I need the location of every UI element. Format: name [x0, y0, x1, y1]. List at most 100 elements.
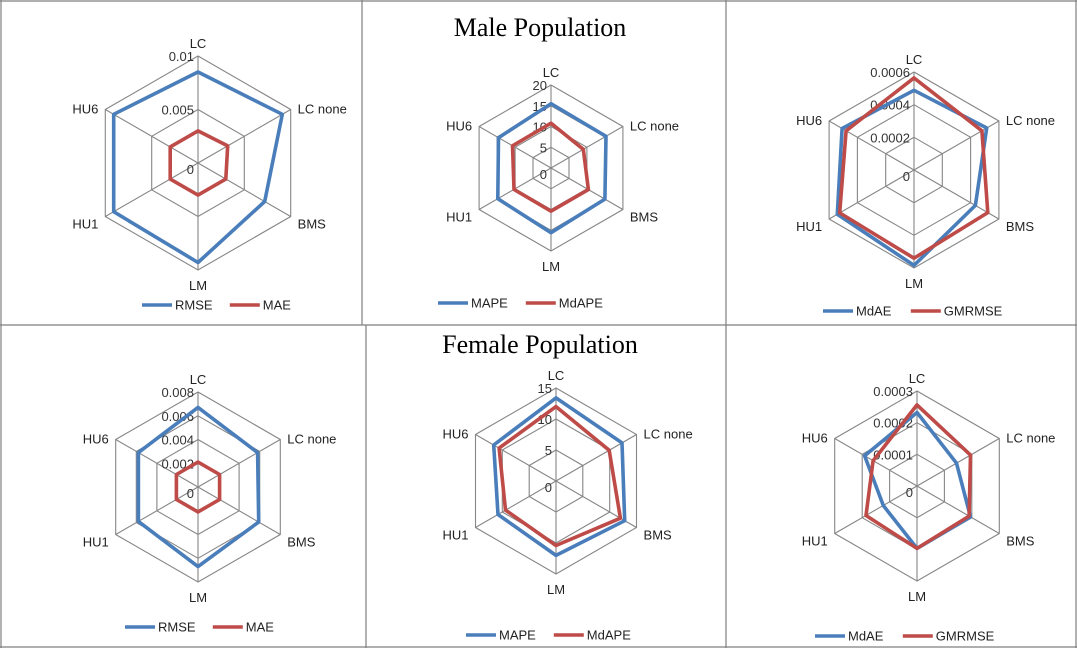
grid-spoke [197, 439, 281, 488]
tick-label: 5 [545, 443, 552, 458]
axis-label: HU6 [442, 427, 468, 442]
axis-label: LC none [298, 102, 347, 117]
legend-label: MdAPE [559, 296, 603, 311]
series-mae-line [174, 460, 222, 514]
axis-label: BMS [1006, 534, 1035, 549]
legend: MAPE MdAPE [438, 296, 603, 311]
axis-label: HU6 [802, 431, 828, 446]
series-gmrmse-line [864, 403, 973, 551]
legend: RMSE MAE [125, 620, 274, 635]
axis-label: LM [908, 589, 926, 604]
tick-label: 0.0002 [873, 416, 913, 431]
axis-label: LC none [644, 427, 693, 442]
grid-spoke [197, 109, 291, 164]
axis-label: LM [547, 582, 565, 597]
axis-label: HU6 [796, 113, 822, 128]
axis-label: LC [548, 368, 565, 383]
radar-grid [828, 71, 1000, 269]
axis-label: HU1 [72, 217, 98, 232]
grid-spoke [475, 480, 557, 528]
female-population-title: Female Population [442, 330, 638, 359]
radar-grid [104, 55, 292, 271]
grid-spoke [828, 169, 915, 220]
male-population-title: Male Population [453, 13, 627, 42]
grid-spoke [834, 485, 918, 534]
legend-label: MAPE [471, 296, 508, 311]
tick-label: 0.004 [161, 433, 194, 448]
grid-spoke [115, 486, 199, 535]
axis-label: BMS [630, 210, 659, 225]
grid-spoke [105, 162, 199, 217]
grid-spoke [916, 438, 1000, 487]
axis-label: BMS [1006, 219, 1035, 234]
tick-label: 0.008 [161, 385, 194, 400]
legend: MdAE GMRMSE [823, 304, 1003, 319]
legend-label: MdAE [856, 304, 892, 319]
legend: RMSE MAE [142, 298, 291, 313]
grid-spoke [913, 169, 1000, 220]
series-mdae-line [835, 88, 989, 268]
series-mdape-line [497, 404, 623, 548]
legend-label: MdAPE [587, 628, 631, 643]
axis-label: LC [543, 65, 560, 80]
axis-label: HU1 [796, 219, 822, 234]
tick-label: 0 [906, 485, 913, 500]
axis-label: LC none [1006, 431, 1055, 446]
grid-spoke [197, 486, 281, 535]
legend-label: MAE [263, 298, 292, 313]
tick-label: 0.0003 [873, 384, 913, 399]
series-rmse-line [136, 405, 261, 569]
grid-spoke [834, 438, 918, 487]
axis-label: LC [190, 36, 207, 51]
series-mdape-line [510, 121, 591, 213]
series-mape-line [495, 101, 608, 235]
axis-label: HU1 [446, 210, 472, 225]
tick-label: 0 [903, 169, 910, 184]
legend-label: MdAE [848, 629, 884, 644]
axis-label: HU6 [446, 119, 472, 134]
axis-label: BMS [644, 528, 673, 543]
grid-spoke [115, 439, 199, 488]
legend: MdAE GMRMSE [815, 629, 995, 644]
axis-label: BMS [287, 535, 316, 550]
axis-label: HU1 [802, 534, 828, 549]
axis-label: LC none [630, 119, 679, 134]
axis-label: LC none [287, 432, 336, 447]
axis-label: LM [542, 259, 560, 274]
grid-spoke [105, 109, 199, 164]
axis-label: HU1 [83, 535, 109, 550]
tick-label: 0.0002 [870, 130, 910, 145]
tick-label: 0 [540, 167, 547, 182]
axis-label: LC none [1006, 113, 1055, 128]
grid-spoke [916, 485, 1000, 534]
axis-label: LC [906, 52, 923, 67]
series-rmse-line [111, 70, 285, 265]
axis-label: LM [189, 590, 207, 605]
tick-label: 0 [545, 480, 552, 495]
axis-label: BMS [298, 217, 327, 232]
radar-grid [478, 84, 624, 252]
grid-spoke [550, 126, 624, 169]
axis-label: HU6 [83, 432, 109, 447]
axis-label: HU6 [72, 102, 98, 117]
tick-label: 5 [540, 140, 547, 155]
tick-label: 0.005 [161, 103, 194, 118]
legend-label: MAPE [499, 628, 536, 643]
legend: MAPE MdAPE [466, 628, 631, 643]
legend-label: RMSE [175, 298, 213, 313]
radar-grid [834, 390, 1000, 582]
grid-spoke [475, 434, 557, 482]
radar-grid [474, 387, 638, 575]
axis-label: LM [189, 278, 207, 293]
tick-label: 0.01 [169, 49, 194, 64]
radar-grid [115, 391, 281, 583]
series-mape-line [491, 396, 627, 558]
tick-label: 20 [533, 78, 547, 93]
